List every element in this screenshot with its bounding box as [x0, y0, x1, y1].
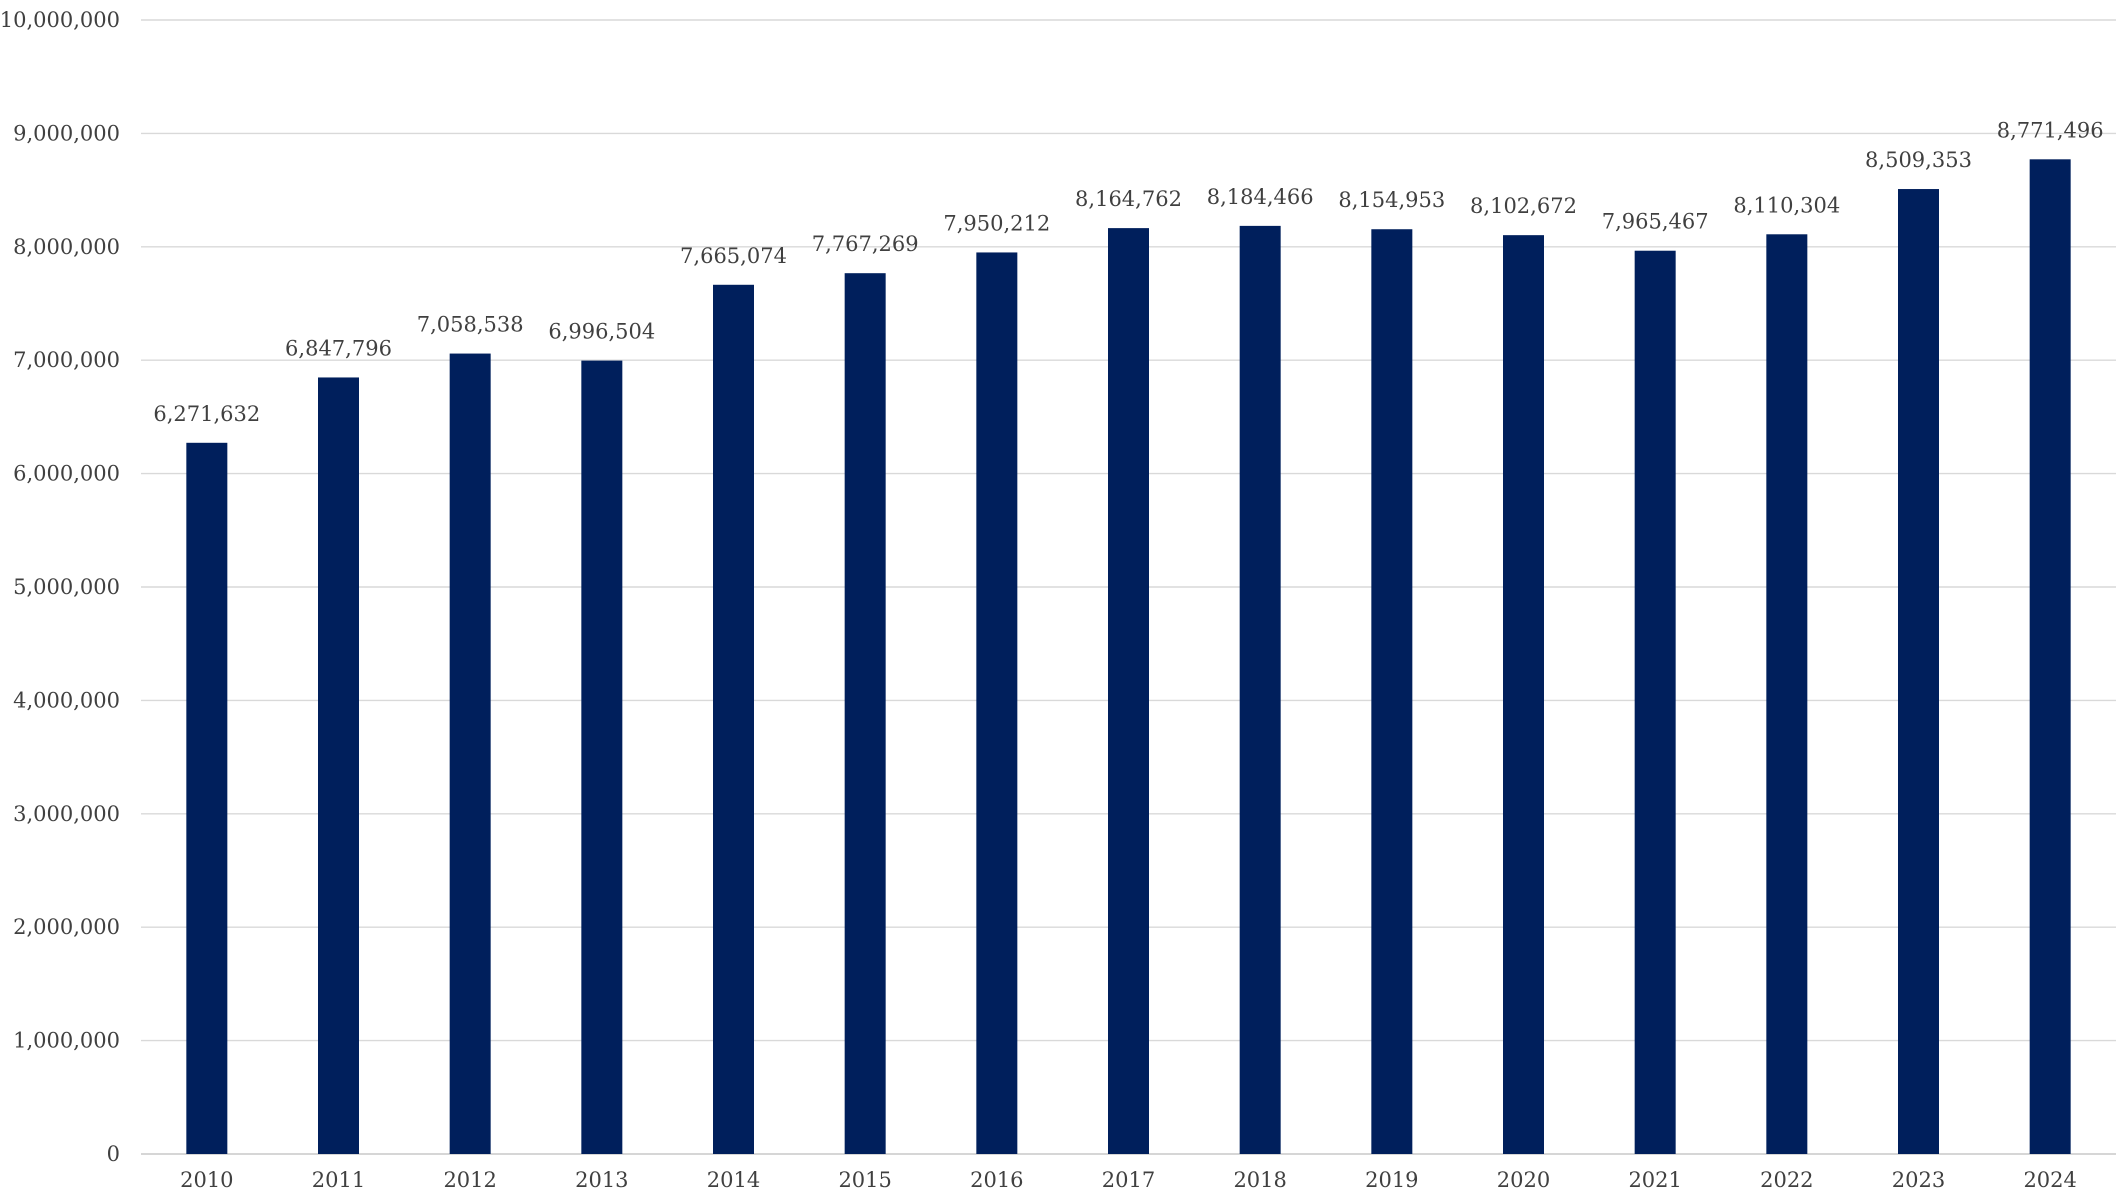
data-label: 8,110,304	[1733, 193, 1840, 217]
x-tick-label: 2017	[1102, 1168, 1155, 1192]
data-label: 6,847,796	[285, 336, 392, 360]
y-tick-label: 1,000,000	[13, 1029, 120, 1053]
x-tick-label: 2012	[443, 1168, 496, 1192]
data-label: 6,271,632	[153, 402, 260, 426]
y-tick-label: 5,000,000	[13, 575, 120, 599]
data-label: 7,950,212	[943, 211, 1050, 235]
data-label: 8,102,672	[1470, 194, 1577, 218]
x-tick-label: 2010	[180, 1168, 233, 1192]
x-tick-label: 2021	[1628, 1168, 1681, 1192]
data-label: 7,965,467	[1602, 210, 1709, 234]
x-tick-label: 2015	[838, 1168, 891, 1192]
x-tick-label: 2023	[1892, 1168, 1945, 1192]
y-tick-label: 8,000,000	[13, 235, 120, 259]
y-axis-tick-labels: 0 1,000,000 2,000,000 3,000,000 4,000,000 5,0…	[0, 8, 120, 1166]
x-axis-tick-labels: 2010 2011 2012 2013 2014 2015 2016 2017 2018 2019…	[180, 1168, 2077, 1192]
data-label: 7,767,269	[812, 232, 919, 256]
y-tick-label: 4,000,000	[13, 688, 120, 712]
data-labels: 6,271,632 6,847,796 7,058,538 6,996,504 7,66…	[153, 118, 2103, 425]
data-label: 8,771,496	[1997, 118, 2104, 142]
y-tick-label: 6,000,000	[13, 462, 120, 486]
x-tick-label: 2020	[1497, 1168, 1550, 1192]
data-label: 8,154,953	[1338, 188, 1445, 212]
bar-2016	[976, 252, 1018, 1155]
bar-2011	[318, 377, 359, 1154]
data-label: 8,509,353	[1865, 148, 1972, 172]
data-label: 8,164,762	[1075, 187, 1182, 211]
y-tick-label: 2,000,000	[13, 915, 120, 939]
bar-2013	[581, 360, 623, 1154]
data-label: 7,665,074	[680, 244, 787, 268]
x-tick-label: 2018	[1233, 1168, 1286, 1192]
y-tick-label: 0	[107, 1142, 120, 1166]
bar-2024	[2029, 159, 2071, 1154]
bar-2018	[1239, 225, 1281, 1154]
x-tick-label: 2013	[575, 1168, 628, 1192]
bar-2021	[1634, 250, 1676, 1154]
bar-2015	[844, 273, 886, 1155]
x-tick-label: 2014	[707, 1168, 760, 1192]
data-label: 7,058,538	[417, 313, 524, 337]
data-label: 8,184,466	[1207, 185, 1314, 209]
y-tick-label: 3,000,000	[13, 802, 120, 826]
bar-2020	[1503, 235, 1544, 1155]
y-tick-label: 10,000,000	[0, 8, 120, 32]
bar-2023	[1898, 189, 1939, 1154]
x-tick-label: 2024	[2023, 1168, 2076, 1192]
bar-2012	[449, 353, 491, 1155]
y-tick-label: 7,000,000	[13, 348, 120, 372]
bar-2022	[1766, 234, 1808, 1155]
x-tick-label: 2022	[1760, 1168, 1813, 1192]
y-tick-label: 9,000,000	[13, 121, 120, 145]
bar-2017	[1108, 228, 1149, 1155]
bar-2010	[186, 442, 228, 1154]
data-label: 6,996,504	[548, 320, 655, 344]
x-tick-label: 2016	[970, 1168, 1023, 1192]
bar-2019	[1371, 229, 1413, 1154]
x-tick-label: 2011	[312, 1168, 365, 1192]
bar-2014	[713, 284, 754, 1154]
x-tick-label: 2019	[1365, 1168, 1418, 1192]
bars	[186, 159, 2071, 1155]
